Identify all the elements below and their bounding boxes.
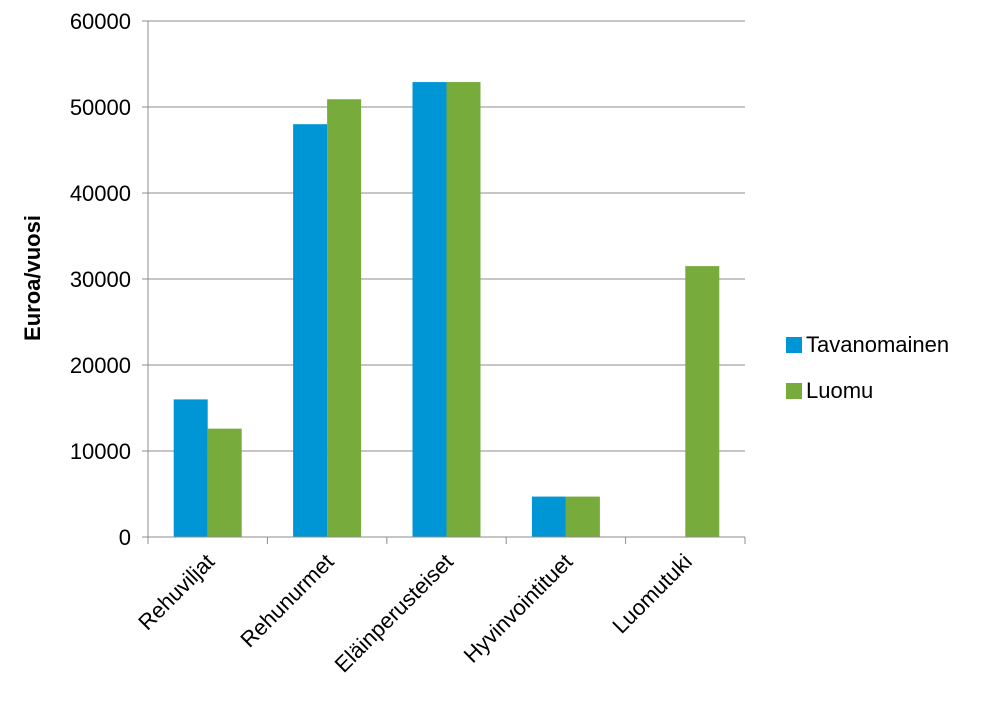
y-tick-label-20000: 20000 [70,353,131,378]
y-tick-label-30000: 30000 [70,267,131,292]
x-tick-label-hyvinvointituet: Hyvinvointituet [459,549,578,668]
bar-luomu-rehunurmet [327,99,362,537]
y-tick-label-60000: 60000 [70,9,131,34]
legend-item-tavanomainen: Tavanomainen [786,322,949,368]
legend-swatch-tavanomainen [786,337,802,353]
y-tick-label-40000: 40000 [70,181,131,206]
bar-luomu-hyvinvointituet [565,496,600,537]
bar-luomu-luomutuki [685,266,720,537]
y-tick-label-10000: 10000 [70,439,131,464]
y-tick-label-50000: 50000 [70,95,131,120]
legend-item-luomu: Luomu [786,368,949,414]
legend-swatch-luomu [786,383,802,399]
bar-luomu-eläinperusteiset [446,82,481,537]
bar-luomu-rehuviljat [207,428,242,537]
y-tick-label-0: 0 [119,525,131,550]
axes [142,20,746,544]
legend-label-tavanomainen: Tavanomainen [806,332,950,357]
y-axis-label: Euroa/vuosi [20,215,45,341]
legend-label-luomu: Luomu [806,378,874,403]
bars [173,82,720,537]
legend: Tavanomainen Luomu [786,322,949,414]
y-tick-labels: 0 10000 20000 30000 40000 50000 60000 [70,9,131,550]
x-tick-label-luomutuki: Luomutuki [607,549,696,638]
bar-tavanomainen-rehunurmet [293,124,328,537]
x-tick-label-rehuviljat: Rehuviljat [133,549,219,635]
bar-tavanomainen-hyvinvointituet [531,496,566,537]
x-tick-label-eläinperusteiset: Eläinperusteiset [330,549,458,677]
x-tick-label-rehunurmet: Rehunurmet [235,549,338,652]
bar-tavanomainen-rehuviljat [173,399,208,537]
bar-tavanomainen-eläinperusteiset [412,82,447,537]
